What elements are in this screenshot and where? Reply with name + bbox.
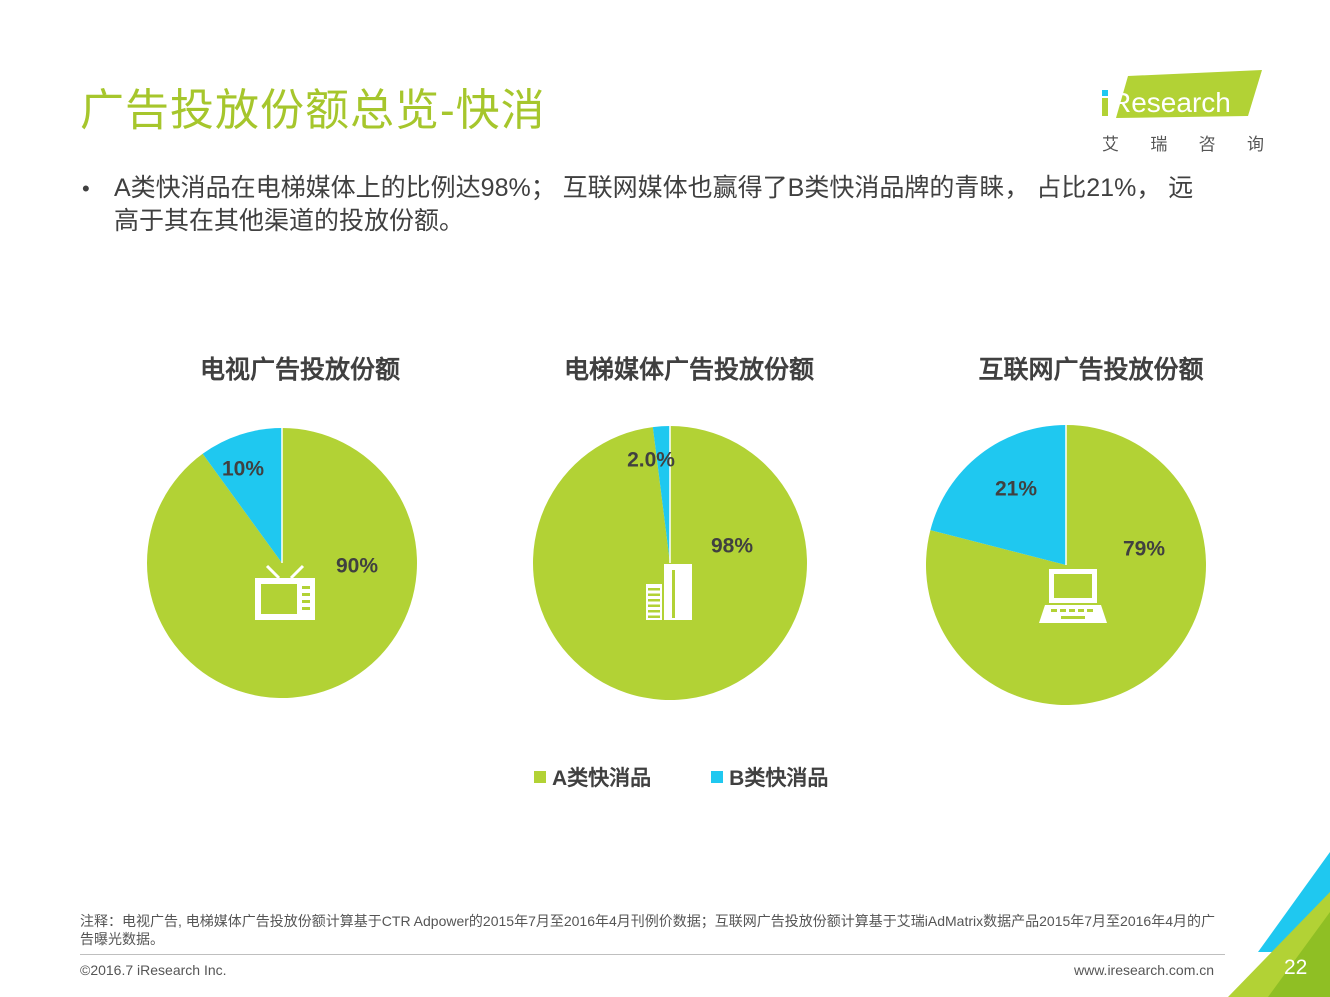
pie-slice-b	[652, 426, 670, 563]
legend-item-b: B类快消品	[711, 762, 828, 792]
tv-icon	[255, 564, 315, 620]
pie-data-label: 2.0%	[627, 449, 675, 472]
page-number: 22	[1284, 956, 1308, 979]
logo-sub-char: 艾	[1102, 135, 1119, 154]
pie-data-label: 98%	[711, 535, 753, 558]
corner-decoration	[1228, 852, 1330, 997]
chart-title-tv: 电视广告投放份额	[199, 356, 400, 384]
laptop-icon	[1039, 569, 1107, 623]
footnote: 注释：电视广告, 电梯媒体广告投放份额计算基于CTR Adpower的2015年…	[80, 913, 1215, 947]
svg-text:Research: Research	[1111, 87, 1231, 118]
legend-item-a: A类快消品	[534, 762, 651, 792]
copyright: ©2016.7 iResearch Inc.	[80, 962, 227, 978]
pie-data-label: 79%	[1123, 538, 1165, 561]
building-icon	[646, 564, 692, 620]
logo-sub-char: 瑞	[1150, 135, 1168, 154]
chart-title-internet: 互联网广告投放份额	[978, 356, 1204, 384]
legend-label-b: B类快消品	[729, 767, 829, 790]
pie-slice-b	[202, 428, 282, 563]
logo-sub-char: 咨	[1198, 135, 1216, 154]
bullet-dot: •	[82, 176, 90, 201]
website-link[interactable]: www.iresearch.com.cn	[1074, 962, 1215, 978]
chart-legend: A类快消品 B类快消品	[534, 762, 828, 792]
footer-divider	[80, 954, 1225, 955]
legend-swatch-a	[534, 771, 546, 783]
logo-subtitle: 艾 瑞 咨 询	[1102, 130, 1264, 155]
legend-label-a: A类快消品	[552, 767, 652, 790]
iresearch-logo: Research	[1102, 70, 1262, 118]
summary-text: A类快消品在电梯媒体上的比例达98%； 互联网媒体也赢得了B类快消品牌的青睐， …	[114, 174, 1194, 235]
legend-swatch-b	[711, 771, 724, 783]
pie-data-label: 90%	[336, 555, 378, 578]
pie-data-label: 21%	[995, 478, 1037, 501]
logo-sub-char: 询	[1246, 135, 1264, 154]
pie-slice-b	[930, 425, 1066, 565]
pie-data-label: 10%	[222, 458, 264, 481]
page-title: 广告投放份额总览-快消	[80, 86, 546, 135]
chart-title-elevator: 电梯媒体广告投放份额	[563, 356, 814, 384]
summary-bullet: • A类快消品在电梯媒体上的比例达98%； 互联网媒体也赢得了B类快消品牌的青睐…	[82, 172, 1212, 238]
